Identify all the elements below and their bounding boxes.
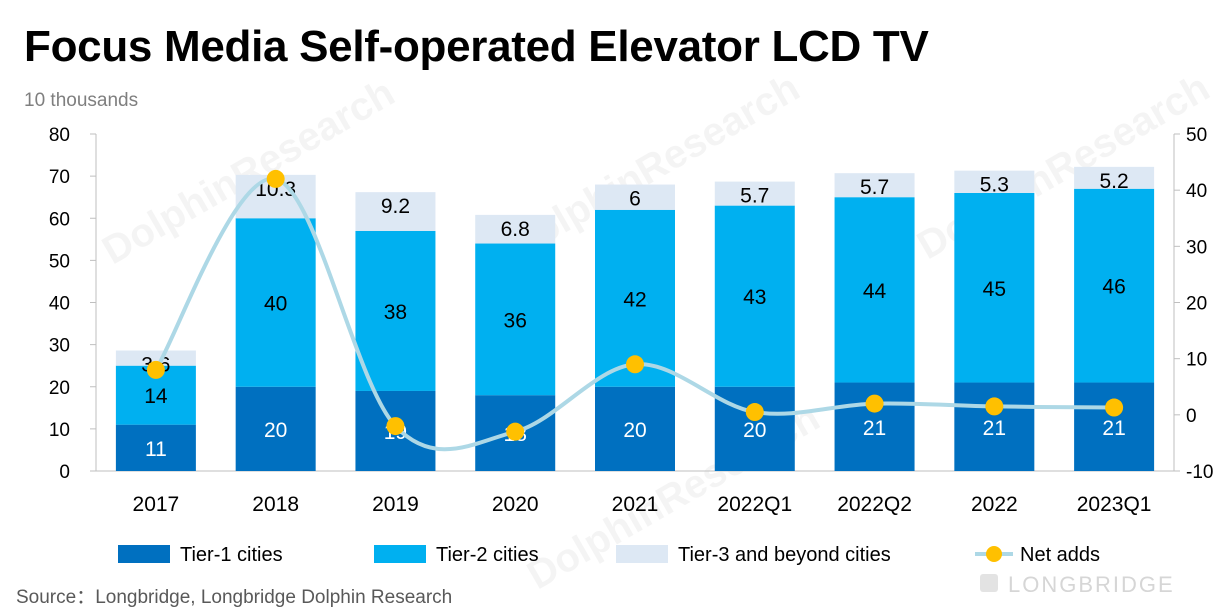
- net-adds-point: [266, 169, 285, 188]
- bar-segment: [1074, 382, 1155, 471]
- bar-data-label: 42: [623, 288, 646, 311]
- bar-data-label: 5.7: [860, 176, 889, 199]
- bar-segment: [954, 192, 1035, 383]
- x-tick-label: 2020: [492, 493, 539, 516]
- right-tick-label: 10: [1186, 350, 1207, 371]
- left-tick-label: 40: [49, 294, 70, 315]
- right-tick-label: 30: [1186, 237, 1207, 258]
- x-tick-label: 2023Q1: [1077, 493, 1152, 516]
- bar-segment: [714, 205, 795, 387]
- bar-segment: [115, 424, 196, 471]
- bar-segment: [355, 230, 436, 391]
- bar-data-label: 45: [983, 278, 1006, 301]
- bar-segment: [235, 218, 316, 387]
- net-adds-point: [386, 417, 405, 436]
- bar-data-label: 36: [504, 309, 527, 332]
- chart-title: Focus Media Self-operated Elevator LCD T…: [24, 22, 929, 71]
- left-tick-label: 80: [49, 125, 70, 146]
- left-tick-label: 10: [49, 420, 70, 441]
- source-note: Source：Longbridge, Longbridge Dolphin Re…: [16, 587, 453, 608]
- bar-data-label: 21: [1102, 417, 1125, 440]
- bar-segment: [595, 386, 675, 471]
- net-adds-point: [626, 355, 644, 374]
- bar-segment: [834, 173, 915, 198]
- net-adds-point: [865, 394, 884, 413]
- right-tick-label: 20: [1186, 294, 1207, 315]
- bar-segment: [714, 181, 795, 206]
- bar-data-label: 40: [264, 293, 287, 316]
- x-tick-label: 2019: [372, 493, 419, 516]
- bar-data-label: 46: [1102, 276, 1125, 299]
- x-tick-label: 2022Q2: [837, 493, 912, 516]
- x-tick-label: 2022Q1: [717, 493, 792, 516]
- bar-data-label: 20: [264, 419, 287, 442]
- x-tick-label: 2022: [971, 493, 1018, 516]
- bar-segment: [355, 192, 436, 231]
- bar-data-label: 38: [384, 301, 407, 324]
- x-tick-label: 2017: [133, 493, 180, 516]
- bar-data-label: 14: [144, 385, 168, 408]
- bar-data-label: 44: [863, 280, 887, 303]
- left-tick-label: 50: [49, 251, 70, 272]
- bar-segment: [595, 184, 675, 210]
- net-adds-point: [506, 422, 525, 441]
- legend-marker-swatch: [986, 546, 1002, 562]
- net-adds-point: [1105, 398, 1124, 417]
- right-tick-label: 0: [1186, 406, 1197, 427]
- bar-segment: [235, 386, 316, 471]
- left-tick-label: 70: [49, 167, 70, 188]
- right-tick-label: -10: [1186, 462, 1213, 483]
- bar-data-label: 6: [629, 188, 641, 211]
- bar-data-label: 20: [623, 419, 646, 442]
- bar-data-label: 5.2: [1100, 170, 1129, 193]
- left-tick-label: 20: [49, 378, 70, 399]
- net-adds-point: [745, 403, 764, 422]
- bar-data-label: 21: [863, 417, 886, 440]
- right-tick-label: 50: [1186, 125, 1207, 146]
- bar-segment: [834, 197, 915, 383]
- legend-label: Tier-2 cities: [436, 544, 539, 566]
- net-adds-point: [146, 360, 165, 379]
- left-tick-label: 0: [59, 462, 70, 483]
- bar-segment: [475, 243, 556, 396]
- bar-data-label: 20: [743, 419, 766, 442]
- bar-segment: [954, 382, 1035, 471]
- legend-swatch: [616, 545, 668, 563]
- left-tick-label: 60: [49, 209, 70, 230]
- x-tick-label: 2018: [252, 493, 299, 516]
- legend-label: Net adds: [1020, 544, 1100, 566]
- bar-segment: [1074, 166, 1155, 189]
- bar-segment: [115, 350, 196, 366]
- legend-swatch: [374, 545, 426, 563]
- y-axis-unit-label: 10 thousands: [24, 90, 139, 111]
- bar-data-label: 9.2: [381, 195, 410, 218]
- bar-segment: [1074, 188, 1155, 383]
- right-tick-label: 40: [1186, 181, 1207, 202]
- bar-data-label: 5.7: [740, 185, 769, 208]
- legend-label: Tier-3 and beyond cities: [678, 544, 891, 566]
- net-adds-point: [985, 397, 1004, 416]
- left-tick-label: 30: [49, 336, 70, 357]
- legend-label: Tier-1 cities: [180, 544, 283, 566]
- bar-segment: [954, 170, 1035, 193]
- bar-data-label: 6.8: [501, 218, 530, 241]
- legend-swatch: [118, 545, 170, 563]
- bar-data-label: 21: [983, 417, 1006, 440]
- bar-data-label: 43: [743, 286, 766, 309]
- bar-data-label: 11: [145, 438, 167, 461]
- longbridge-logo-icon: [980, 574, 998, 592]
- x-tick-label: 2021: [612, 493, 659, 516]
- bar-data-label: 5.3: [980, 174, 1009, 197]
- brand-logo-text: LONGBRIDGE: [1008, 572, 1175, 597]
- bar-segment: [475, 214, 556, 244]
